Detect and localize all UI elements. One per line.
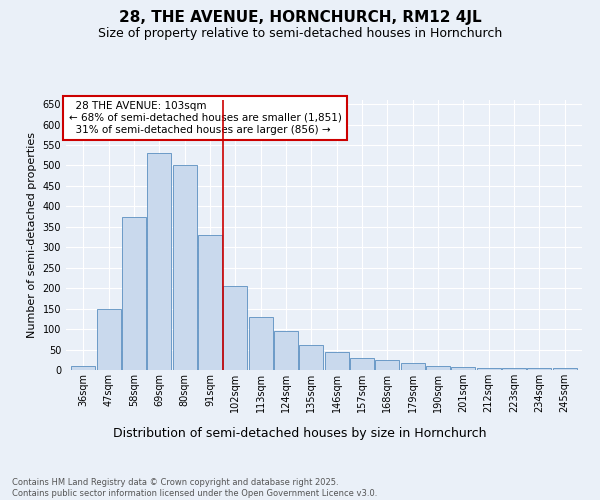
Bar [502, 368, 526, 370]
Bar [97, 308, 121, 370]
Bar [401, 362, 425, 370]
Bar [476, 368, 501, 370]
Bar [223, 286, 247, 370]
Text: 28 THE AVENUE: 103sqm
← 68% of semi-detached houses are smaller (1,851)
  31% of: 28 THE AVENUE: 103sqm ← 68% of semi-deta… [68, 102, 341, 134]
Bar [375, 360, 400, 370]
Bar [147, 153, 172, 370]
Bar [325, 352, 349, 370]
Text: Contains HM Land Registry data © Crown copyright and database right 2025.
Contai: Contains HM Land Registry data © Crown c… [12, 478, 377, 498]
Bar [527, 368, 551, 370]
Bar [553, 368, 577, 370]
Text: Distribution of semi-detached houses by size in Hornchurch: Distribution of semi-detached houses by … [113, 428, 487, 440]
Bar [299, 346, 323, 370]
Text: Size of property relative to semi-detached houses in Hornchurch: Size of property relative to semi-detach… [98, 28, 502, 40]
Bar [122, 216, 146, 370]
Bar [248, 317, 273, 370]
Bar [451, 366, 475, 370]
Bar [350, 358, 374, 370]
Bar [173, 166, 197, 370]
Bar [274, 331, 298, 370]
Bar [426, 366, 450, 370]
Y-axis label: Number of semi-detached properties: Number of semi-detached properties [27, 132, 37, 338]
Bar [71, 366, 95, 370]
Text: 28, THE AVENUE, HORNCHURCH, RM12 4JL: 28, THE AVENUE, HORNCHURCH, RM12 4JL [119, 10, 481, 25]
Bar [198, 235, 222, 370]
